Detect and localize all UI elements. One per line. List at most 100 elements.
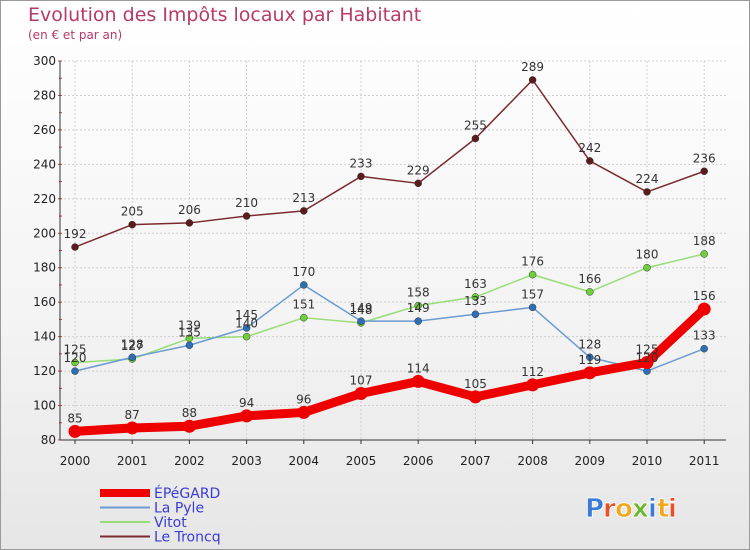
data-point: [640, 355, 654, 369]
x-tick-label: 2010: [632, 454, 663, 468]
data-point: [242, 332, 251, 341]
data-label: 120: [64, 351, 87, 365]
data-point: [300, 281, 308, 289]
data-point: [586, 288, 594, 296]
data-label: 133: [464, 294, 487, 308]
series-line: [74, 79, 705, 248]
y-tick-label: 280: [33, 88, 56, 102]
data-point: [300, 313, 308, 322]
data-label: 107: [350, 373, 373, 387]
data-label: 128: [121, 337, 144, 351]
data-point: [71, 358, 79, 367]
x-tick-label: 2002: [174, 454, 205, 468]
data-point: [68, 424, 82, 438]
data-point: [586, 157, 594, 165]
data-label: 229: [407, 163, 430, 177]
data-point: [125, 421, 139, 435]
data-label: 105: [464, 377, 487, 391]
y-tick-label: 200: [33, 226, 56, 240]
data-point: [471, 310, 480, 318]
data-point: [242, 324, 251, 332]
grid-lines: [60, 60, 726, 441]
data-point: [643, 188, 651, 196]
logo-letter: r: [603, 494, 616, 524]
data-point: [242, 212, 251, 220]
data-label: 128: [578, 337, 601, 351]
logo-letter: o: [615, 494, 633, 524]
data-label: 145: [235, 308, 258, 322]
legend-label: La Pyle: [154, 501, 204, 517]
data-label: 163: [464, 277, 487, 291]
data-point: [71, 367, 79, 375]
data-point: [185, 341, 194, 349]
data-point: [411, 374, 425, 388]
y-tick-label: 240: [33, 157, 56, 171]
data-point: [700, 167, 708, 176]
data-label: 192: [64, 227, 87, 241]
chart-subtitle: (en € et par an): [28, 28, 123, 42]
data-label: 151: [292, 298, 315, 312]
data-point: [357, 172, 365, 181]
data-label: 114: [407, 361, 430, 375]
data-label: 112: [521, 365, 544, 379]
data-label: 233: [350, 156, 373, 170]
data-point: [414, 179, 422, 188]
data-point: [128, 220, 136, 229]
y-tick-label: 140: [33, 330, 56, 344]
data-point: [586, 353, 594, 362]
data-label: 149: [407, 301, 430, 315]
data-point: [528, 270, 537, 279]
data-point: [354, 386, 368, 400]
data-point: [182, 419, 196, 433]
data-label: 224: [636, 172, 659, 186]
data-label: 180: [636, 248, 659, 262]
data-point: [471, 293, 480, 301]
series-line: [74, 253, 705, 364]
y-tick-label: 260: [33, 123, 56, 137]
data-label: 133: [693, 329, 716, 343]
series-layer: [68, 76, 711, 438]
data-point: [643, 263, 651, 272]
data-label: 140: [235, 317, 258, 331]
data-label: 135: [178, 325, 201, 339]
data-label: 157: [521, 287, 544, 301]
data-label: 94: [239, 396, 254, 410]
data-point: [697, 302, 711, 316]
data-label: 206: [178, 203, 201, 217]
data-point: [300, 207, 308, 215]
data-label: 166: [578, 272, 601, 286]
data-point: [71, 243, 79, 251]
y-tick-label: 220: [33, 192, 56, 206]
data-label: 188: [693, 234, 716, 248]
y-tick-label: 100: [33, 399, 56, 413]
x-tick-label: 2000: [60, 454, 91, 468]
data-label: 139: [178, 318, 201, 332]
x-tick-label: 2009: [575, 454, 606, 468]
data-point: [357, 317, 365, 325]
data-label: 156: [693, 289, 716, 303]
logo-letter: i: [668, 494, 677, 524]
proxiti-logo: Pr o x i ti: [585, 494, 678, 525]
data-label: 125: [64, 342, 87, 356]
data-point: [185, 219, 194, 227]
logo-letter: t: [657, 494, 669, 524]
y-tick-label: 160: [33, 295, 56, 309]
y-tick-label: 80: [41, 433, 56, 447]
x-tick-label: 2007: [460, 454, 491, 468]
axes: 80 100 120 140 160 180 200 220 240 260 280 300 2000 2…: [33, 54, 726, 468]
series-line: [74, 284, 705, 372]
x-tick-label: 2008: [517, 454, 548, 468]
data-point: [528, 76, 537, 84]
data-label: 176: [521, 255, 544, 269]
data-label: 213: [292, 191, 315, 205]
data-label: 170: [292, 265, 315, 279]
legend-label: ÉPéGARD: [154, 485, 220, 502]
data-label: 289: [521, 60, 544, 74]
x-tick-label: 2011: [689, 454, 720, 468]
data-label: 210: [235, 196, 258, 210]
data-point: [128, 353, 136, 362]
data-label: 236: [693, 151, 716, 165]
